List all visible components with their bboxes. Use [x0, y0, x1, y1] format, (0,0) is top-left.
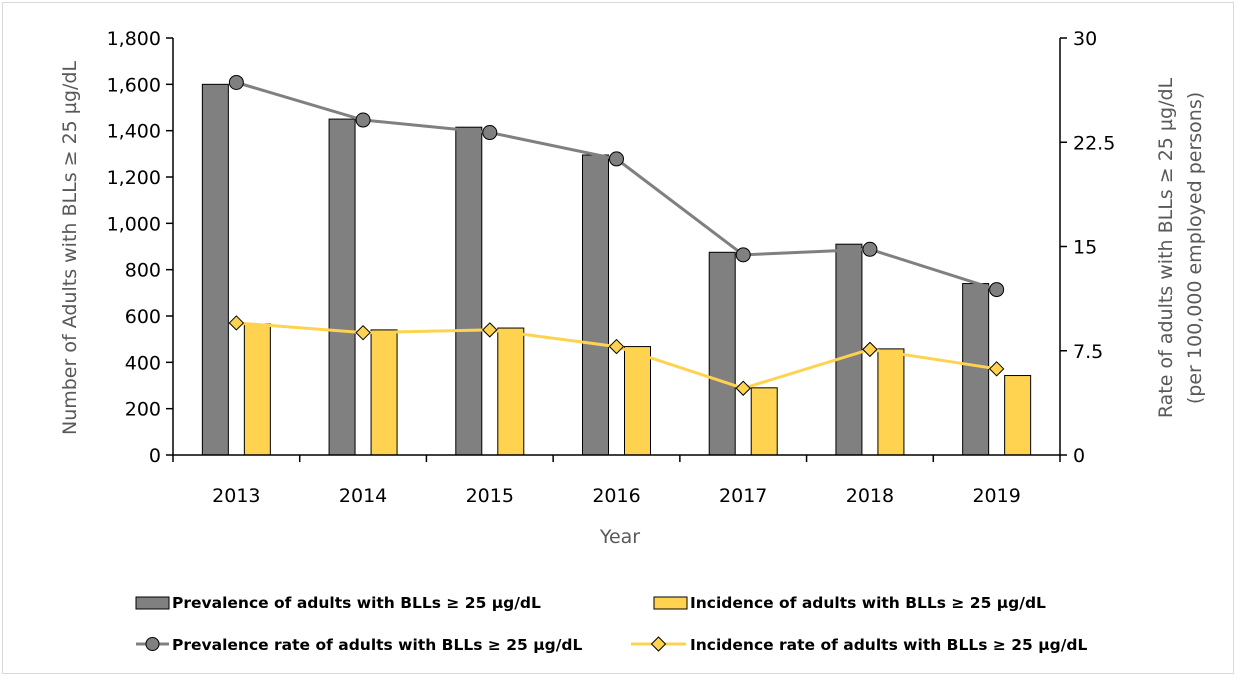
incidence-bar-2014 — [370, 329, 398, 456]
prevalence-rate-point-2014 — [355, 112, 371, 128]
prevalence-bar-2016 — [582, 154, 609, 456]
x-tick-label-2015: 2015 — [466, 485, 514, 507]
prevalence-bar-2019 — [962, 283, 990, 456]
left-y-tick-label: 1,200 — [107, 167, 161, 189]
x-tick-label-2018: 2018 — [846, 485, 894, 507]
axes-layer: 0 200 400 600 800 1,000 1,200 1,400 1,600 1,800 0 7… — [107, 28, 1116, 507]
incidence-bar-2015 — [497, 327, 525, 456]
left-y-tick-label: 800 — [125, 260, 161, 282]
right-y-tick-label: 15 — [1073, 237, 1097, 259]
prevalence-bar-2018 — [835, 243, 863, 456]
left-y-tick-label: 400 — [125, 352, 161, 374]
prevalence-bar-2015 — [455, 126, 483, 456]
prevalence-rate-point-2013 — [228, 74, 244, 90]
right-y-tick-label: 22.5 — [1073, 132, 1115, 154]
incidence-rate-point-2013 — [228, 315, 245, 331]
incidence-rate-point-2015 — [482, 322, 498, 338]
left-y-tick-label: 1,600 — [107, 74, 161, 96]
left-y-tick-label: 1,000 — [107, 213, 161, 235]
incidence-bar-2018 — [877, 348, 905, 456]
prevalence-rate-point-2019 — [989, 282, 1005, 298]
right-y-tick-label: 30 — [1073, 28, 1097, 50]
incidence-bar-2013 — [243, 323, 271, 456]
prevalence-rate-point-2016 — [609, 151, 624, 167]
left-y-tick-label: 1,800 — [107, 28, 161, 50]
incidence-bar-2019 — [1004, 375, 1032, 456]
legend-marker-circle — [145, 637, 160, 651]
right-y-axis-title-line2: (per 100,000 employed persons) — [1184, 92, 1206, 404]
prevalence-rate-point-2018 — [862, 241, 878, 257]
legend-marker-diamond — [650, 636, 667, 652]
prevalence-bar-2013 — [201, 83, 229, 456]
prevalence-rate-point-2015 — [482, 125, 498, 141]
x-tick-label-2019: 2019 — [972, 485, 1020, 507]
legend-item-incidence-rate: Incidence rate of adults with BLLs ≥ 25 … — [631, 636, 1087, 654]
left-y-tick-label: 0 — [149, 445, 161, 467]
prevalence-bar-2017 — [708, 251, 736, 456]
incidence-rate-point-2014 — [355, 324, 371, 341]
legend-item-incidence-bar: Incidence of adults with BLLs ≥ 25 µg/dL — [653, 594, 1046, 612]
incidence-rate-point-2019 — [988, 361, 1005, 377]
left-y-tick-label: 200 — [125, 399, 161, 421]
prevalence-rate-point-2017 — [735, 247, 751, 263]
right-y-tick-label: 7.5 — [1073, 341, 1103, 363]
legend-item-prevalence-rate: Prevalence rate of adults with BLLs ≥ 25… — [136, 636, 582, 654]
right-y-axis-title-line1: Rate of adults with BLLs ≥ 25 µg/dL — [1155, 77, 1177, 418]
legend-label-prevalence-bar: Prevalence of adults with BLLs ≥ 25 µg/d… — [172, 594, 541, 612]
x-tick-label-2017: 2017 — [719, 485, 767, 507]
chart-svg: 0 200 400 600 800 1,000 1,200 1,400 1,600 1,800 0 7… — [59, 28, 1206, 654]
x-tick-label-2014: 2014 — [339, 485, 387, 507]
left-y-tick-label: 1,400 — [107, 121, 161, 143]
right-y-tick-label: 0 — [1073, 445, 1085, 467]
legend-label-incidence-bar: Incidence of adults with BLLs ≥ 25 µg/dL — [690, 594, 1046, 612]
x-axis-title: Year — [599, 526, 640, 548]
legend-label-incidence-rate: Incidence rate of adults with BLLs ≥ 25 … — [690, 636, 1087, 654]
x-tick-label-2013: 2013 — [212, 485, 260, 507]
incidence-rate-point-2017 — [735, 380, 751, 396]
incidence-rate-point-2016 — [608, 338, 625, 355]
legend-label-prevalence-rate: Prevalence rate of adults with BLLs ≥ 25… — [172, 636, 582, 654]
x-tick-label-2016: 2016 — [592, 485, 640, 507]
legend-swatch-prevalence-bar — [135, 596, 170, 610]
legend: Prevalence of adults with BLLs ≥ 25 µg/d… — [135, 594, 1087, 654]
legend-item-prevalence-bar: Prevalence of adults with BLLs ≥ 25 µg/d… — [135, 594, 541, 612]
left-y-axis-title: Number of Adults with BLLs ≥ 25 µg/dL — [59, 61, 81, 435]
incidence-bar-2016 — [624, 346, 651, 456]
incidence-bar-2017 — [750, 387, 778, 456]
incidence-rate-point-2018 — [862, 341, 878, 358]
bars-layer — [201, 83, 1032, 456]
prevalence-bar-2014 — [328, 118, 356, 456]
legend-swatch-incidence-bar — [653, 596, 688, 610]
left-y-tick-label: 600 — [125, 306, 161, 328]
lines-layer — [228, 74, 1005, 396]
